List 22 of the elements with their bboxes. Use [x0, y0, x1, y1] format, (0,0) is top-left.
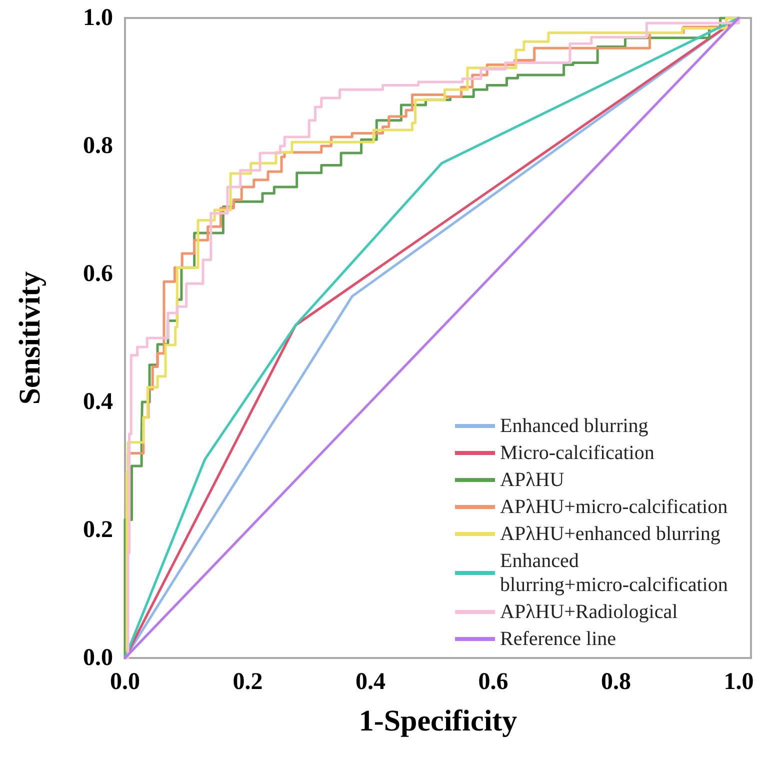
x-axis-title: 1-Specificity [358, 704, 518, 738]
legend-label: Enhanced blurring [500, 415, 648, 437]
y-tick-label: 0.8 [83, 133, 113, 159]
x-tick-label: 0.4 [355, 669, 386, 695]
y-axis-title: Sensitivity [14, 271, 46, 405]
legend-label: Reference line [500, 628, 616, 650]
y-tick-label: 0.2 [83, 517, 113, 543]
x-tick-label: 0.0 [110, 669, 140, 695]
legend-label: Micro-calcification [500, 442, 654, 464]
legend-label: APλHU [500, 469, 565, 491]
x-tick-label: 0.8 [600, 669, 631, 695]
legend-label: Enhanced blurring+micro-calcification [500, 550, 728, 596]
y-tick-label: 1.0 [83, 5, 113, 31]
legend-label: APλHU+micro-calcification [500, 496, 728, 518]
legend-label: APλHU+Radiological [500, 601, 678, 623]
legend-label: APλHU+enhanced blurring [500, 523, 720, 545]
y-tick-label: 0.6 [83, 261, 113, 287]
x-tick-label: 0.6 [478, 669, 508, 695]
y-tick-label: 0.0 [83, 645, 113, 671]
x-tick-label: 0.2 [232, 669, 263, 695]
x-tick-label: 1.0 [724, 669, 754, 695]
y-tick-label: 0.4 [83, 389, 113, 415]
